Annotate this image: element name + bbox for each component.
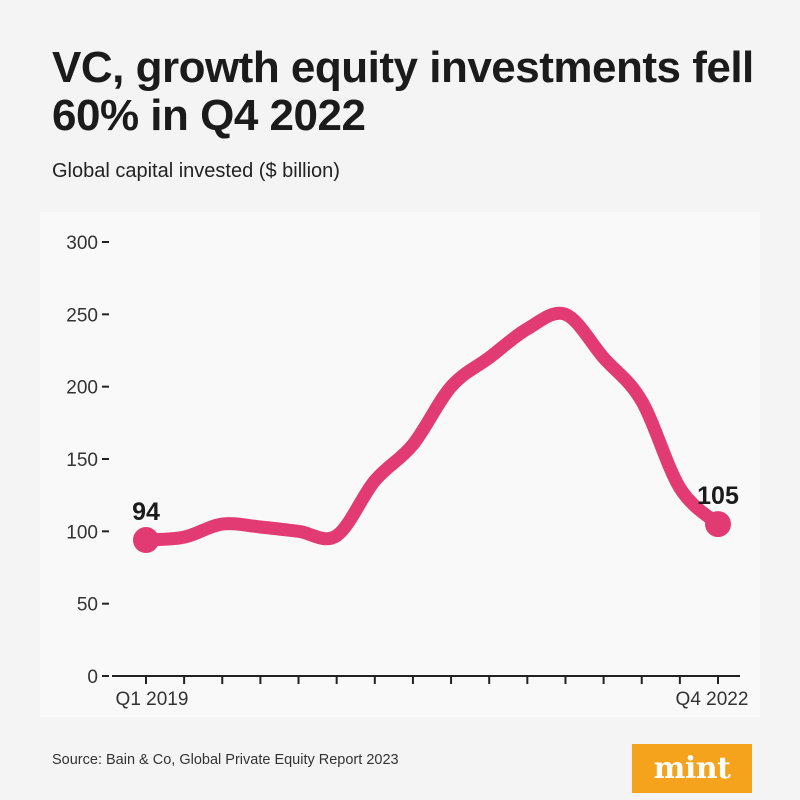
x-tick-label: Q4 2022 [676, 689, 749, 710]
data-label: 105 [697, 482, 739, 510]
brand-logo: mint [632, 744, 752, 793]
chart-subtitle: Global capital invested ($ billion) [52, 160, 340, 182]
data-label: 94 [132, 498, 160, 526]
series-line [139, 306, 725, 547]
source-note: Source: Bain & Co, Global Private Equity… [52, 752, 399, 768]
y-tick-label: 100 [66, 522, 98, 543]
endpoint-marker [705, 511, 731, 538]
endpoint-marker [133, 527, 159, 554]
y-tick-label: 0 [87, 667, 98, 688]
y-tick-label: 300 [66, 233, 98, 254]
x-tick-label: Q1 2019 [116, 689, 189, 710]
y-tick-label: 50 [77, 595, 98, 616]
y-tick-label: 150 [66, 450, 98, 471]
y-tick-label: 200 [66, 378, 98, 399]
y-tick-label: 250 [66, 305, 98, 326]
chart-title: VC, growth equity investments fell 60% i… [52, 43, 754, 140]
